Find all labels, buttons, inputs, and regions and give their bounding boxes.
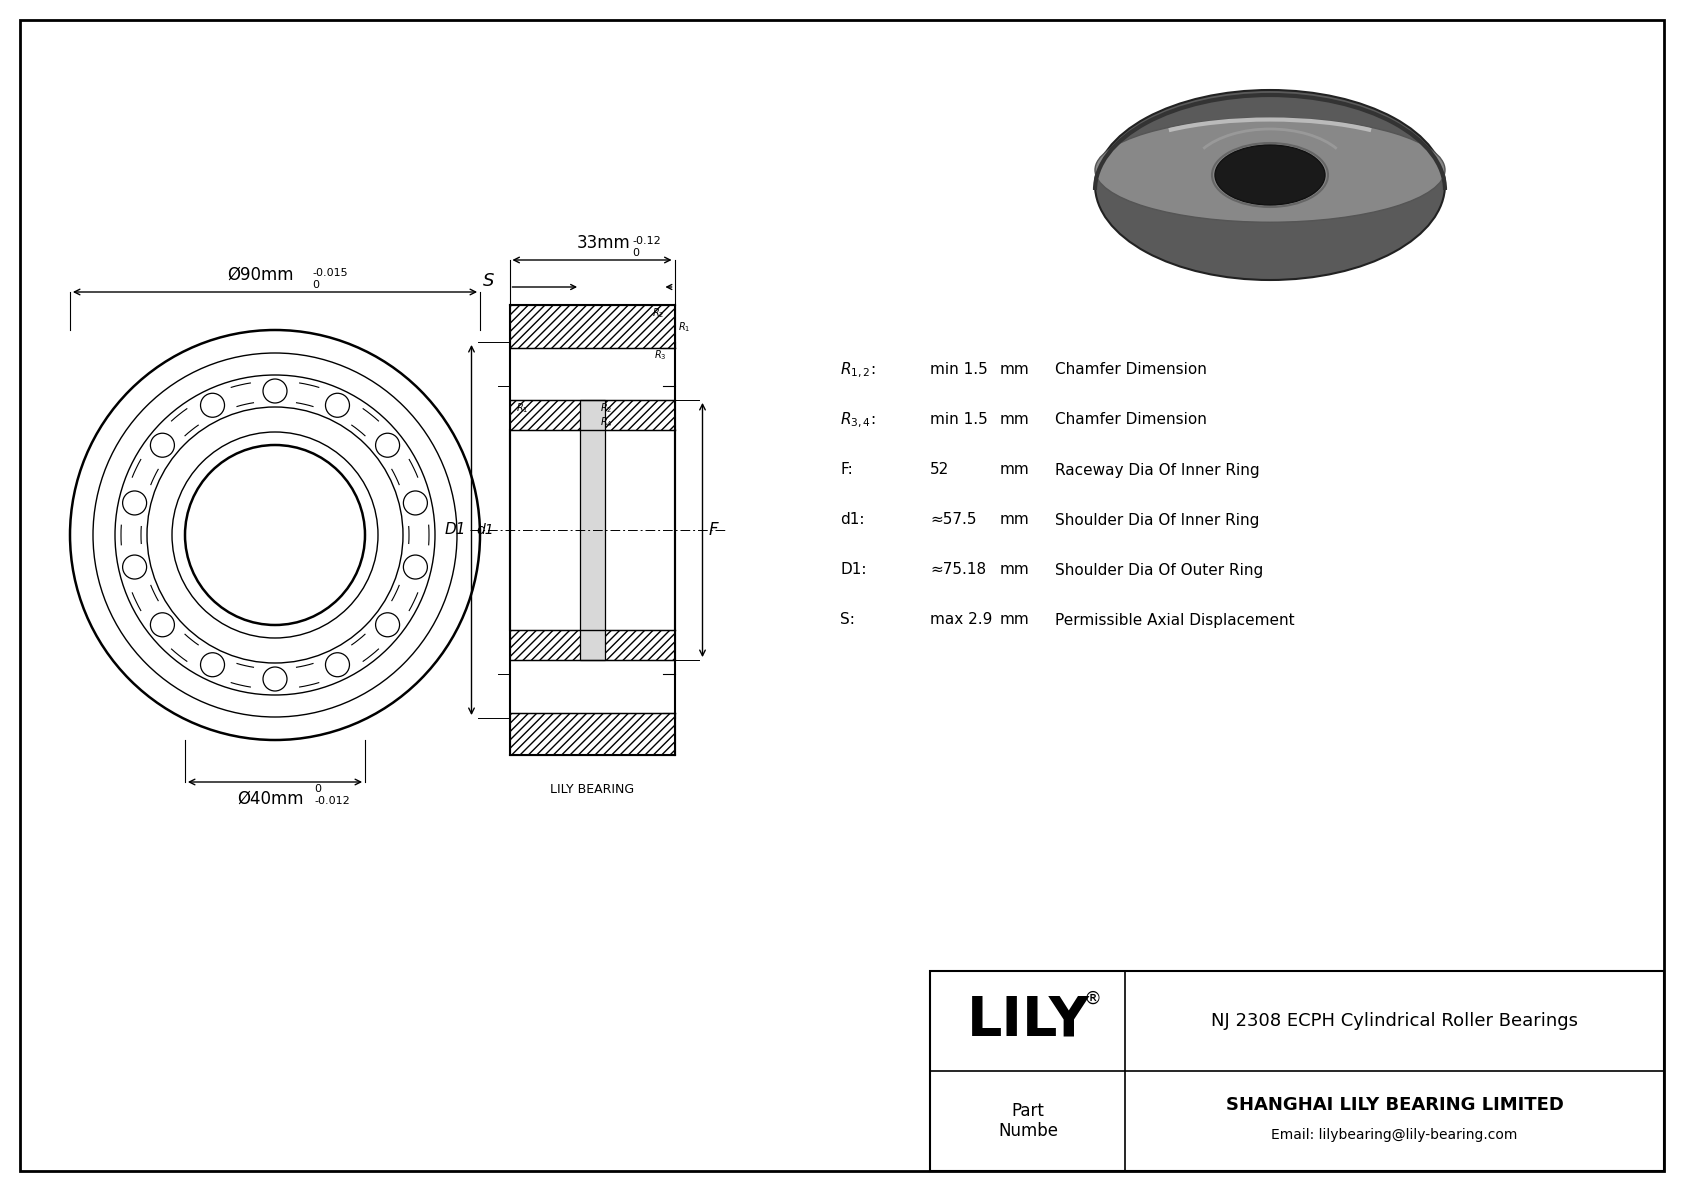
Text: mm: mm bbox=[1000, 462, 1029, 478]
Text: min 1.5: min 1.5 bbox=[930, 362, 989, 378]
Text: Chamfer Dimension: Chamfer Dimension bbox=[1054, 362, 1207, 378]
Text: $R_3$: $R_3$ bbox=[653, 349, 667, 362]
Text: ≈75.18: ≈75.18 bbox=[930, 562, 987, 578]
Text: $R_{3,4}$:: $R_{3,4}$: bbox=[840, 411, 876, 430]
Text: $R_1$: $R_1$ bbox=[515, 401, 527, 414]
Text: $R_4$: $R_4$ bbox=[600, 416, 613, 429]
Text: min 1.5: min 1.5 bbox=[930, 412, 989, 428]
Text: mm: mm bbox=[1000, 562, 1029, 578]
Text: mm: mm bbox=[1000, 512, 1029, 528]
Text: F:: F: bbox=[840, 462, 852, 478]
Text: mm: mm bbox=[1000, 612, 1029, 628]
Text: Shoulder Dia Of Outer Ring: Shoulder Dia Of Outer Ring bbox=[1054, 562, 1263, 578]
Text: Ø40mm: Ø40mm bbox=[237, 790, 303, 807]
Text: D1:: D1: bbox=[840, 562, 867, 578]
Text: S: S bbox=[483, 272, 495, 289]
Text: 0: 0 bbox=[313, 784, 322, 794]
Text: Chamfer Dimension: Chamfer Dimension bbox=[1054, 412, 1207, 428]
Text: $R_2$: $R_2$ bbox=[652, 306, 665, 320]
Ellipse shape bbox=[1095, 118, 1445, 223]
Bar bbox=[510, 305, 675, 348]
Text: 0: 0 bbox=[632, 248, 638, 258]
Text: -0.12: -0.12 bbox=[632, 236, 660, 247]
Text: $R_1$: $R_1$ bbox=[679, 320, 690, 333]
Text: -0.012: -0.012 bbox=[313, 796, 350, 806]
Text: Shoulder Dia Of Inner Ring: Shoulder Dia Of Inner Ring bbox=[1054, 512, 1260, 528]
Text: 0: 0 bbox=[312, 280, 318, 289]
Text: D1: D1 bbox=[445, 523, 466, 537]
Text: mm: mm bbox=[1000, 362, 1029, 378]
Text: S:: S: bbox=[840, 612, 855, 628]
Text: 33mm: 33mm bbox=[578, 233, 632, 252]
Text: Email: lilybearing@lily-bearing.com: Email: lilybearing@lily-bearing.com bbox=[1271, 1128, 1517, 1142]
Text: d1:: d1: bbox=[840, 512, 864, 528]
Text: $R_{1,2}$:: $R_{1,2}$: bbox=[840, 361, 876, 380]
Text: ®: ® bbox=[1083, 990, 1101, 1008]
Text: NJ 2308 ECPH Cylindrical Roller Bearings: NJ 2308 ECPH Cylindrical Roller Bearings bbox=[1211, 1012, 1578, 1030]
Text: ≈57.5: ≈57.5 bbox=[930, 512, 977, 528]
Text: SHANGHAI LILY BEARING LIMITED: SHANGHAI LILY BEARING LIMITED bbox=[1226, 1096, 1563, 1114]
Ellipse shape bbox=[1214, 145, 1325, 205]
Text: mm: mm bbox=[1000, 412, 1029, 428]
Ellipse shape bbox=[1095, 91, 1445, 280]
Text: F: F bbox=[709, 520, 717, 540]
Text: -0.015: -0.015 bbox=[312, 268, 347, 278]
Text: Raceway Dia Of Inner Ring: Raceway Dia Of Inner Ring bbox=[1054, 462, 1260, 478]
Text: 52: 52 bbox=[930, 462, 950, 478]
Text: Ø90mm: Ø90mm bbox=[227, 266, 293, 283]
Bar bbox=[930, 971, 1664, 1171]
Text: d1: d1 bbox=[477, 523, 493, 537]
Text: LILY: LILY bbox=[967, 994, 1090, 1048]
Bar bbox=[510, 630, 675, 660]
Text: $R_2$: $R_2$ bbox=[600, 401, 613, 414]
Text: Permissible Axial Displacement: Permissible Axial Displacement bbox=[1054, 612, 1295, 628]
Text: Part
Numbe: Part Numbe bbox=[999, 1102, 1058, 1141]
Bar bbox=[510, 348, 675, 400]
Bar bbox=[510, 400, 675, 430]
Text: max 2.9: max 2.9 bbox=[930, 612, 992, 628]
Bar bbox=[579, 400, 605, 660]
Bar bbox=[510, 712, 675, 755]
Text: LILY BEARING: LILY BEARING bbox=[551, 782, 635, 796]
